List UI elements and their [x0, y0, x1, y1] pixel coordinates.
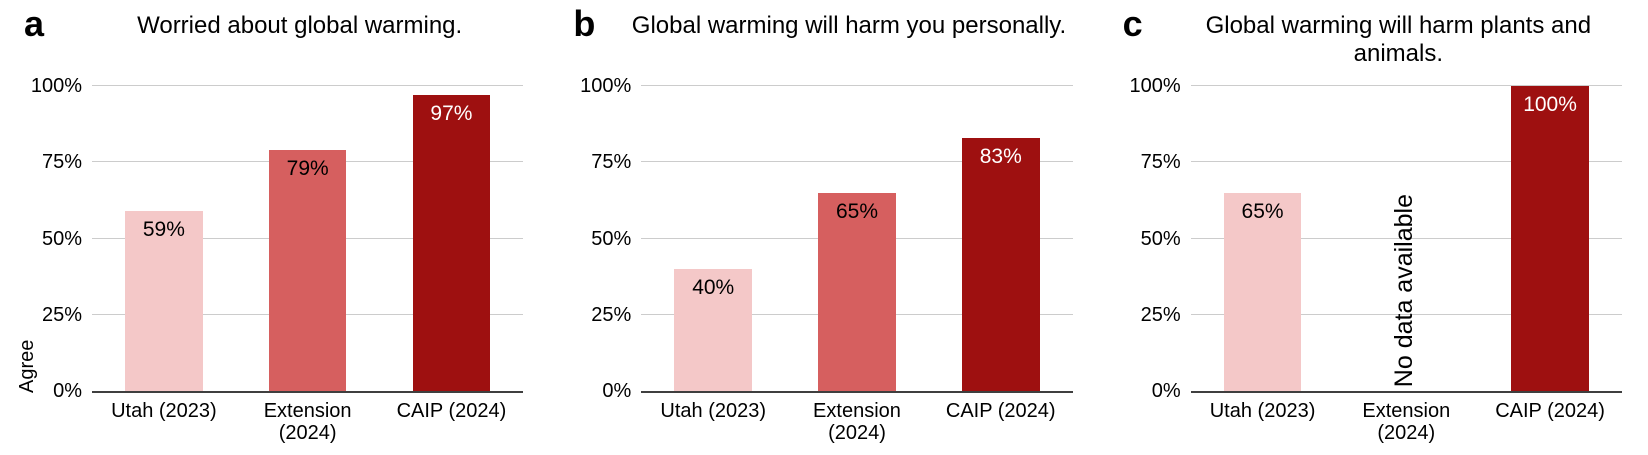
bar-value-label: 79% — [286, 157, 329, 181]
bar: 59% — [125, 211, 203, 391]
x-category-label: Utah (2023) — [1209, 400, 1316, 422]
bar-value-label: 83% — [979, 144, 1022, 168]
y-axis-tick-label: 50% — [1140, 227, 1181, 250]
chart-title-b: Global warming will harm you personally. — [631, 12, 1067, 39]
plot-area: 0% 25% 50% 75% 100% 59% Utah (2023) 79% Extensio… — [31, 75, 524, 444]
x-category-label: Utah (2023) — [111, 400, 217, 422]
panel-c: c Global warming will harm plants and an… — [1099, 0, 1648, 455]
y-axis-tick-label: 50% — [41, 227, 82, 250]
y-axis-tick-label: 0% — [602, 380, 632, 402]
bar-chart-c: 0% 25% 50% 75% 100% 65% Utah (2023) No data ava… — [1105, 75, 1632, 455]
bar-value-label: 100% — [1523, 93, 1577, 116]
panel-b: b Global warming will harm you personall… — [549, 0, 1098, 455]
bar: 100% — [1511, 86, 1589, 391]
gridline — [641, 161, 1073, 163]
chart-title-c: Global warming will harm plants and anim… — [1205, 12, 1592, 68]
panel-a-header: a Worried about global warming. — [0, 0, 549, 78]
bar-value-label: 65% — [835, 199, 878, 223]
y-axis-tick-label: 25% — [41, 303, 82, 326]
plot-area: 0% 25% 50% 75% 100% 65% Utah (2023) No data ava… — [1130, 75, 1622, 444]
y-axis-tick-label: 100% — [1129, 75, 1181, 97]
y-axis-tick-label: 75% — [1140, 151, 1181, 174]
bar-chart-a: 0% 25% 50% 75% 100% 59% Utah (2023) 79% Extensio… — [6, 75, 533, 455]
panel-b-header: b Global warming will harm you personall… — [549, 0, 1098, 78]
panel-letter-a: a — [24, 3, 45, 44]
bar: 97% — [412, 95, 491, 391]
x-category-label: CAIP (2024) — [396, 400, 507, 422]
y-axis-tick-label: 25% — [1140, 303, 1181, 326]
x-category-label: Utah (2023) — [660, 400, 767, 422]
plot-area: 0% 25% 50% 75% 100% 40% Utah (2023) 65% Extensio… — [580, 75, 1073, 444]
bar: 40% — [674, 269, 753, 391]
bar-value-label: 65% — [1241, 199, 1284, 223]
bar-value-label: 97% — [430, 102, 473, 126]
bar-chart-b: 0% 25% 50% 75% 100% 40% Utah (2023) 65% Extensio… — [555, 75, 1082, 455]
bar: 65% — [1223, 192, 1302, 391]
bar: 65% — [818, 192, 896, 391]
y-axis-tick-label: 100% — [30, 75, 82, 97]
y-axis-tick-label: 25% — [591, 303, 632, 326]
bar: 79% — [268, 150, 347, 391]
y-axis-tick-label: 75% — [591, 151, 632, 174]
chart-title-a: Worried about global warming. — [137, 12, 463, 39]
gridline — [1190, 85, 1622, 86]
gridline — [1190, 237, 1622, 239]
bar-value-label: 40% — [692, 276, 735, 299]
y-axis-tick-label: 75% — [41, 151, 82, 174]
x-category-label: CAIP (2024) — [945, 400, 1056, 422]
gridline — [92, 85, 524, 86]
x-category-label: Extension (2024) — [1362, 400, 1451, 445]
x-category-label: Extension (2024) — [813, 400, 901, 445]
panel-letter-b: b — [573, 3, 596, 44]
bar-value-label: 59% — [142, 218, 185, 242]
panel-c-header: c Global warming will harm plants and an… — [1099, 0, 1648, 78]
y-axis-label: Agree — [16, 339, 38, 393]
y-axis-tick-label: 0% — [1151, 380, 1181, 402]
x-category-label: Extension (2024) — [263, 400, 352, 445]
panel-letter-c: c — [1122, 3, 1143, 44]
x-category-label: CAIP (2024) — [1495, 400, 1605, 422]
gridline — [1190, 161, 1622, 163]
gridline — [1190, 313, 1622, 315]
gridline — [641, 85, 1073, 86]
bar: 83% — [961, 137, 1040, 391]
panel-a: a Worried about global warming. 0% 25% 50%… — [0, 0, 549, 455]
y-axis-tick-label: 0% — [53, 380, 82, 402]
no-data-annotation: No data available — [1390, 193, 1419, 387]
y-axis-tick-label: 50% — [591, 227, 632, 250]
y-axis-tick-label: 100% — [580, 75, 632, 97]
